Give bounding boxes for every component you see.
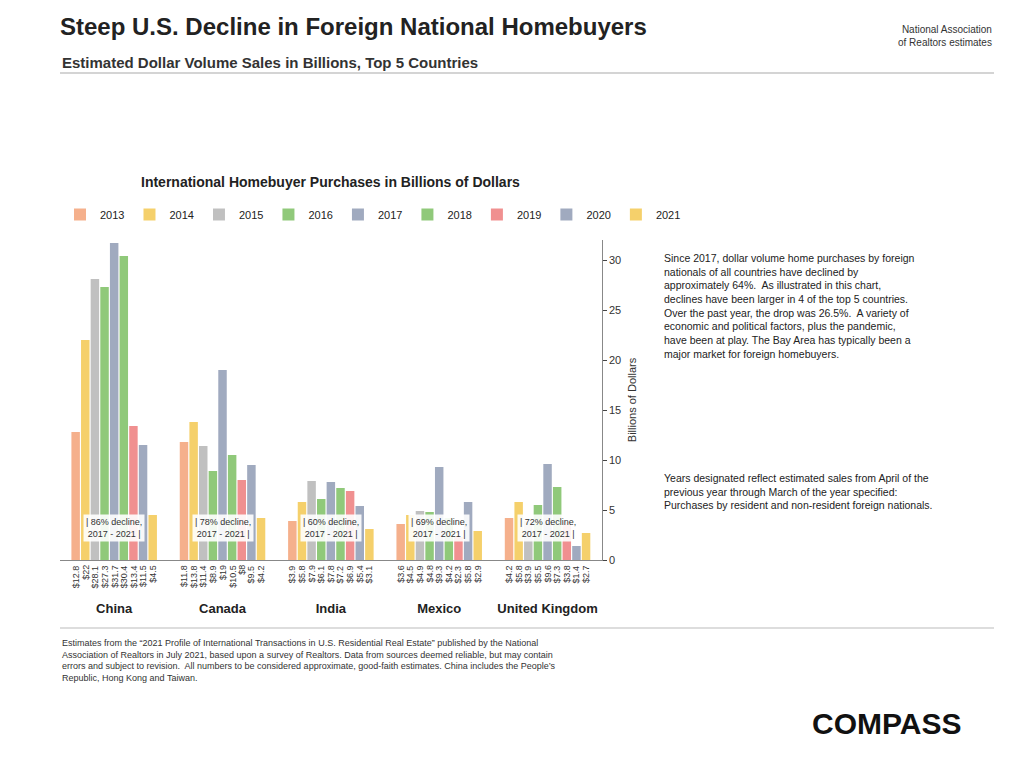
svg-text:$8.9: $8.9 xyxy=(208,565,218,583)
svg-text:$30.4: $30.4 xyxy=(119,566,129,589)
svg-text:$4.2: $4.2 xyxy=(504,565,514,583)
svg-text:$4.5: $4.5 xyxy=(405,566,415,584)
svg-text:$5.8: $5.8 xyxy=(297,565,307,583)
svg-text:$28.1: $28.1 xyxy=(90,566,100,589)
svg-text:2019: 2019 xyxy=(517,209,541,221)
svg-text:2016: 2016 xyxy=(308,209,332,221)
svg-text:$9.3: $9.3 xyxy=(434,566,444,584)
svg-text:$8: $8 xyxy=(237,565,247,575)
svg-text:$6.9: $6.9 xyxy=(345,566,355,584)
svg-text:$7.2: $7.2 xyxy=(335,566,345,584)
svg-text:Canada: Canada xyxy=(199,601,247,616)
svg-text:Billions of Dollars: Billions of Dollars xyxy=(626,357,638,442)
svg-text:$13.8: $13.8 xyxy=(189,566,199,589)
svg-text:$4.5: $4.5 xyxy=(148,565,158,583)
svg-text:$5.8: $5.8 xyxy=(514,565,524,583)
svg-text:$4.2: $4.2 xyxy=(256,566,266,584)
svg-text:| 60% decline,2017 - 2021 |: | 60% decline,2017 - 2021 | xyxy=(303,517,359,539)
svg-text:$5.5: $5.5 xyxy=(533,565,543,583)
svg-text:Estimated Dollar Volume Sales: Estimated Dollar Volume Sales in Billion… xyxy=(62,54,478,71)
svg-text:$4.9: $4.9 xyxy=(415,565,425,583)
svg-text:$7.8: $7.8 xyxy=(326,565,336,583)
svg-text:$11.5: $11.5 xyxy=(138,565,148,587)
svg-text:2018: 2018 xyxy=(447,209,471,221)
svg-text:$3.8: $3.8 xyxy=(562,565,572,583)
svg-text:2013: 2013 xyxy=(100,209,124,221)
svg-text:$3.6: $3.6 xyxy=(396,565,406,583)
svg-text:$7.9: $7.9 xyxy=(307,565,317,583)
svg-text:2015: 2015 xyxy=(239,209,263,221)
svg-text:$1.4: $1.4 xyxy=(571,566,581,584)
svg-text:India: India xyxy=(316,601,347,616)
svg-text:$4.8: $4.8 xyxy=(425,565,435,583)
svg-text:| 78% decline,2017 - 2021 |: | 78% decline,2017 - 2021 | xyxy=(195,517,251,539)
svg-text:$11.4: $11.4 xyxy=(198,565,208,587)
svg-text:China: China xyxy=(96,601,133,616)
svg-text:$9.5: $9.5 xyxy=(246,566,256,584)
svg-text:$19: $19 xyxy=(218,565,228,580)
svg-text:30: 30 xyxy=(609,254,621,266)
svg-text:$5.4: $5.4 xyxy=(355,565,365,583)
svg-text:| 86% decline,2017 - 2021 |: | 86% decline,2017 - 2021 | xyxy=(86,517,142,539)
svg-text:$3.9: $3.9 xyxy=(287,566,297,584)
svg-text:Estimates from the “2021 Profi: Estimates from the “2021 Profile of Inte… xyxy=(62,638,556,683)
svg-text:$2.3: $2.3 xyxy=(453,566,463,584)
svg-text:20: 20 xyxy=(609,354,621,366)
svg-text:International Homebuyer Purcha: International Homebuyer Purchases in Bil… xyxy=(141,174,520,190)
svg-text:$10.5: $10.5 xyxy=(228,565,238,588)
svg-text:2014: 2014 xyxy=(169,209,193,221)
svg-text:Since 2017, dollar volume home: Since 2017, dollar volume home purchases… xyxy=(664,252,915,360)
svg-text:Steep U.S. Decline in Foreign: Steep U.S. Decline in Foreign National H… xyxy=(60,13,647,40)
svg-text:$5.8: $5.8 xyxy=(463,566,473,584)
svg-text:| 72% decline,2017 - 2021 |: | 72% decline,2017 - 2021 | xyxy=(520,517,576,539)
svg-text:$3.1: $3.1 xyxy=(364,566,374,584)
svg-text:2021: 2021 xyxy=(656,209,680,221)
svg-text:2017: 2017 xyxy=(378,209,402,221)
svg-text:$2.7: $2.7 xyxy=(581,566,591,584)
svg-text:$9.6: $9.6 xyxy=(543,565,553,583)
svg-text:15: 15 xyxy=(609,404,621,416)
svg-text:$22: $22 xyxy=(81,565,91,580)
svg-text:0: 0 xyxy=(609,554,615,566)
svg-text:Years designated reflect estim: Years designated reflect estimated sales… xyxy=(664,472,933,511)
svg-text:25: 25 xyxy=(609,304,621,316)
svg-text:$12.8: $12.8 xyxy=(71,566,81,589)
svg-text:2020: 2020 xyxy=(586,209,610,221)
svg-text:10: 10 xyxy=(609,454,621,466)
svg-text:$6.1: $6.1 xyxy=(316,566,326,584)
svg-text:COMPASS: COMPASS xyxy=(812,707,961,740)
svg-text:$3.9: $3.9 xyxy=(523,566,533,584)
svg-text:$7.3: $7.3 xyxy=(552,566,562,584)
svg-text:| 69% decline,2017 - 2021 |: | 69% decline,2017 - 2021 | xyxy=(411,517,467,539)
svg-text:5: 5 xyxy=(609,504,615,516)
svg-text:$27.3: $27.3 xyxy=(100,566,110,589)
svg-text:$31.7: $31.7 xyxy=(110,565,120,588)
svg-text:$2.9: $2.9 xyxy=(473,565,483,583)
svg-text:Mexico: Mexico xyxy=(417,601,461,616)
svg-text:$13.4: $13.4 xyxy=(129,565,139,588)
svg-text:National Associationof Realtor: National Associationof Realtors estimate… xyxy=(898,24,992,48)
svg-text:$4.2: $4.2 xyxy=(444,565,454,583)
svg-text:United Kingdom: United Kingdom xyxy=(497,601,597,616)
svg-text:$11.8: $11.8 xyxy=(179,565,189,587)
